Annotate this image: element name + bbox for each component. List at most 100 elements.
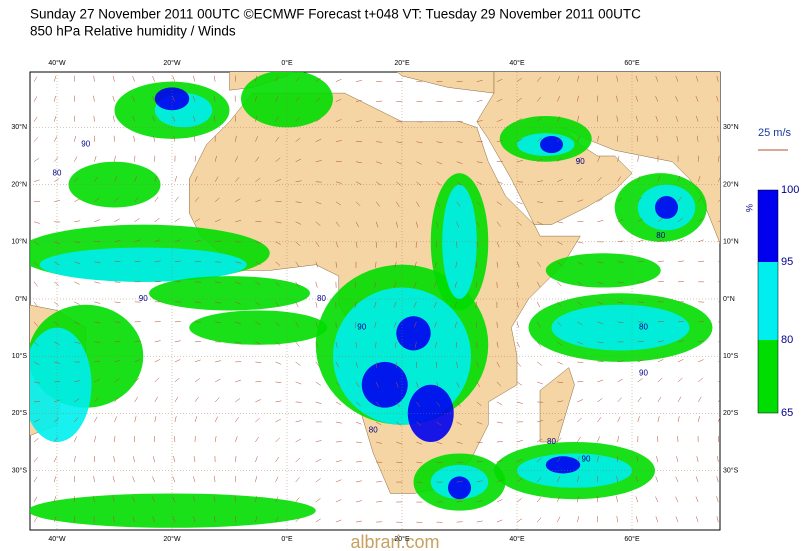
wind-arrow — [53, 95, 56, 102]
wind-arrow — [74, 220, 81, 223]
wind-arrow — [335, 261, 338, 268]
wind-arrow — [557, 241, 563, 245]
wind-arrow — [675, 476, 679, 483]
wind-arrow — [496, 479, 503, 483]
wind-arrow — [154, 260, 161, 263]
wind-arrow — [33, 496, 38, 503]
lat-label-left: 20°N — [11, 180, 27, 188]
wind-arrow — [153, 135, 155, 142]
wind-arrow — [94, 301, 101, 304]
wind-arrow — [436, 141, 443, 144]
wind-arrow — [114, 416, 117, 423]
wind-arrow — [657, 260, 664, 263]
map-content — [30, 72, 720, 530]
wind-arrow — [275, 179, 282, 182]
wind-arrow — [194, 218, 201, 222]
lon-label-top: 20°E — [394, 59, 410, 67]
wind-arrow — [516, 381, 523, 386]
colorbar-segment — [758, 190, 778, 262]
wind-arrow — [456, 381, 460, 388]
wind-arrow — [33, 96, 38, 102]
wind-arrow — [214, 516, 216, 523]
wind-arrow — [496, 98, 503, 102]
wind-arrow — [235, 416, 239, 423]
wind-arrow — [637, 378, 643, 383]
wind-arrow — [295, 117, 300, 122]
wind-arrow — [112, 75, 115, 82]
wind-arrow — [456, 201, 461, 207]
wind-arrow — [235, 281, 241, 285]
wind-arrow — [577, 321, 583, 326]
wind-arrow — [355, 80, 362, 82]
wind-arrow — [557, 116, 561, 122]
wind-arrow — [275, 136, 280, 142]
wind-arrow — [657, 239, 664, 243]
contour-label: 90 — [139, 294, 148, 303]
wind-arrow — [394, 321, 397, 328]
wind-arrow — [536, 497, 542, 503]
wind-arrow — [375, 421, 382, 426]
wind-arrow — [536, 341, 542, 347]
wind-arrow — [174, 196, 179, 202]
wind-arrow — [54, 361, 61, 364]
wind-arrow — [617, 378, 623, 383]
wind-arrow — [112, 496, 115, 503]
humidity-area — [149, 276, 310, 311]
wind-arrow — [436, 421, 442, 426]
contour-label: 80 — [656, 231, 665, 240]
wind-arrow — [657, 340, 664, 343]
wind-arrow — [335, 519, 342, 523]
wind-arrow — [152, 476, 155, 483]
wind-arrow — [315, 241, 320, 247]
lon-label-bottom: 20°W — [163, 535, 181, 543]
wind-arrow — [396, 421, 402, 426]
wind-arrow — [33, 437, 39, 443]
wind-arrow — [335, 221, 340, 227]
wind-arrow — [496, 201, 502, 206]
wind-arrow — [214, 397, 220, 403]
wind-arrow — [597, 198, 603, 202]
wind-arrow — [675, 496, 679, 503]
wind-arrow — [617, 321, 624, 324]
wind-arrow — [235, 177, 240, 182]
wind-arrow — [173, 456, 176, 463]
contour-label: 90 — [582, 454, 591, 463]
wind-arrow — [516, 261, 520, 268]
wind-arrow — [697, 218, 704, 222]
wind-arrow — [194, 378, 200, 383]
wind-arrow — [577, 115, 580, 122]
wind-arrow — [717, 456, 719, 463]
wind-arrow — [215, 378, 221, 383]
wind-arrow — [315, 77, 321, 82]
legend-unit: % — [744, 204, 754, 212]
wind-arrow — [456, 181, 462, 186]
wind-arrow — [597, 220, 604, 223]
wind-arrow — [235, 456, 237, 463]
wind-arrow — [33, 419, 40, 423]
wind-arrow — [516, 118, 523, 122]
wind-arrow — [174, 175, 178, 182]
wind-arrow — [375, 401, 381, 407]
wind-arrow — [536, 438, 543, 443]
humidity-area — [545, 456, 581, 474]
wind-arrow — [174, 396, 179, 403]
wind-arrow — [315, 518, 321, 523]
wind-arrow — [577, 199, 584, 202]
contour-label: 80 — [639, 323, 648, 332]
wind-arrow — [496, 381, 502, 387]
wind-arrow — [114, 301, 121, 303]
wind-arrow — [537, 420, 543, 423]
wind-arrow — [33, 76, 38, 82]
wind-arrow — [536, 517, 542, 523]
wind-arrow — [718, 436, 720, 443]
wind-arrow — [374, 281, 377, 288]
wind-arrow — [134, 416, 137, 423]
wind-arrow — [557, 516, 561, 523]
wind-arrow — [718, 177, 720, 182]
wind-arrow — [112, 476, 115, 483]
wind-arrow — [516, 160, 523, 162]
wind-arrow — [74, 436, 77, 443]
wind-arrow — [114, 397, 119, 403]
wind-arrow — [255, 417, 261, 423]
wind-arrow — [355, 401, 361, 406]
